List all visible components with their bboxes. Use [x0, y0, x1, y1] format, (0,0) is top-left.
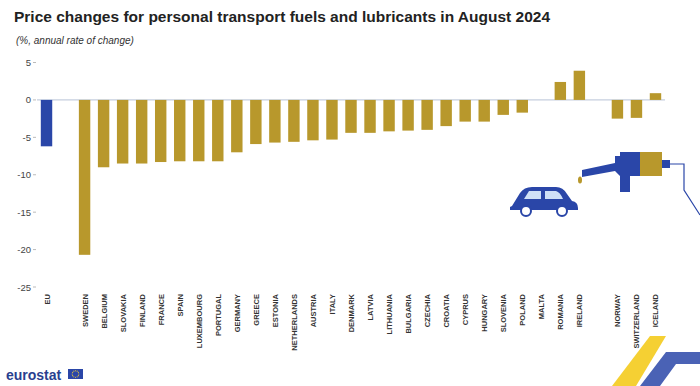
- category-label: GERMANY: [233, 294, 242, 332]
- bar: [364, 100, 375, 133]
- category-label: LATVIA: [366, 293, 375, 320]
- category-label: HUNGARY: [480, 294, 489, 332]
- category-label: CYPRUS: [461, 294, 470, 325]
- bar: [402, 100, 413, 131]
- bars: [41, 71, 661, 255]
- category-label: IRELAND: [575, 293, 584, 327]
- bar: [155, 100, 166, 162]
- category-label: EU: [43, 294, 52, 304]
- bar: [193, 100, 204, 161]
- y-tick: [33, 249, 36, 250]
- bar: [498, 100, 509, 115]
- y-tick-label: -15: [17, 207, 31, 218]
- bar: [517, 100, 528, 113]
- bar: [421, 100, 432, 130]
- category-label: ROMANIA: [556, 293, 565, 329]
- category-label: SLOVENIA: [499, 293, 508, 332]
- bar: [307, 100, 318, 140]
- bar: [631, 100, 642, 118]
- logo: eurostat: [6, 367, 62, 383]
- bar: [574, 71, 585, 100]
- bar: [117, 100, 128, 164]
- decoration: [640, 352, 700, 386]
- y-tick-label: 0: [26, 94, 31, 105]
- bar: [440, 100, 451, 126]
- category-label: GREECE: [252, 294, 261, 326]
- bar: [212, 100, 223, 161]
- bar: [231, 100, 242, 152]
- category-label: NORWAY: [613, 294, 622, 327]
- category-label: SLOVAKIA: [119, 293, 128, 332]
- y-tick-label: -25: [17, 282, 31, 293]
- bar: [345, 100, 356, 133]
- category-label: NETHERLANDS: [290, 294, 299, 351]
- bar: [79, 100, 90, 255]
- category-label: FRANCE: [157, 294, 166, 325]
- category-label: LITHUANIA: [385, 293, 394, 334]
- y-tick-label: -10: [17, 169, 31, 180]
- bar: [536, 99, 547, 100]
- category-label: CZECHIA: [423, 293, 432, 327]
- chart: Price changes for personal transport fue…: [0, 0, 700, 386]
- category-label: CROATIA: [442, 293, 451, 327]
- category-label: SPAIN: [176, 294, 185, 316]
- bar: [136, 100, 147, 164]
- bar: [269, 100, 280, 143]
- category-label: POLAND: [518, 293, 527, 325]
- category-label: MALTA: [537, 293, 546, 319]
- bar: [98, 100, 109, 167]
- y-tick: [33, 62, 36, 63]
- bar: [650, 93, 661, 100]
- category-label: FINLAND: [138, 293, 147, 326]
- y-tick-label: -20: [17, 244, 31, 255]
- bar: [326, 100, 337, 140]
- y-tick: [33, 99, 36, 100]
- bar: [383, 100, 394, 131]
- y-tick: [33, 287, 36, 288]
- category-label: ESTONIA: [271, 293, 280, 327]
- y-tick: [33, 174, 36, 175]
- y-tick: [33, 212, 36, 213]
- logo-flag: [68, 369, 83, 379]
- category-label: DENMARK: [347, 293, 356, 332]
- category-label: ICELAND: [651, 293, 660, 327]
- y-tick-label: 5: [26, 57, 31, 68]
- category-label: PORTUGAL: [214, 294, 223, 337]
- illustration: [510, 152, 700, 216]
- category-label: LUXEMBOURG: [195, 294, 204, 348]
- category-label: ITALY: [328, 294, 337, 314]
- bar: [459, 100, 470, 122]
- subtitle: (%, annual rate of change): [16, 35, 134, 46]
- title: Price changes for personal transport fue…: [14, 8, 550, 25]
- bar: [555, 82, 566, 100]
- bar: [174, 100, 185, 161]
- category-label: BELGIUM: [100, 294, 109, 329]
- category-label: BULGARIA: [404, 293, 413, 333]
- bar: [479, 100, 490, 122]
- category-label: SWITZERLAND: [632, 293, 641, 348]
- bar: [250, 100, 261, 144]
- y-tick: [33, 137, 36, 138]
- category-label: AUSTRIA: [309, 293, 318, 327]
- bar: [612, 100, 623, 119]
- bar: [41, 100, 52, 146]
- category-label: SWEDEN: [81, 294, 90, 327]
- y-tick-label: -5: [23, 132, 31, 143]
- bar: [288, 100, 299, 142]
